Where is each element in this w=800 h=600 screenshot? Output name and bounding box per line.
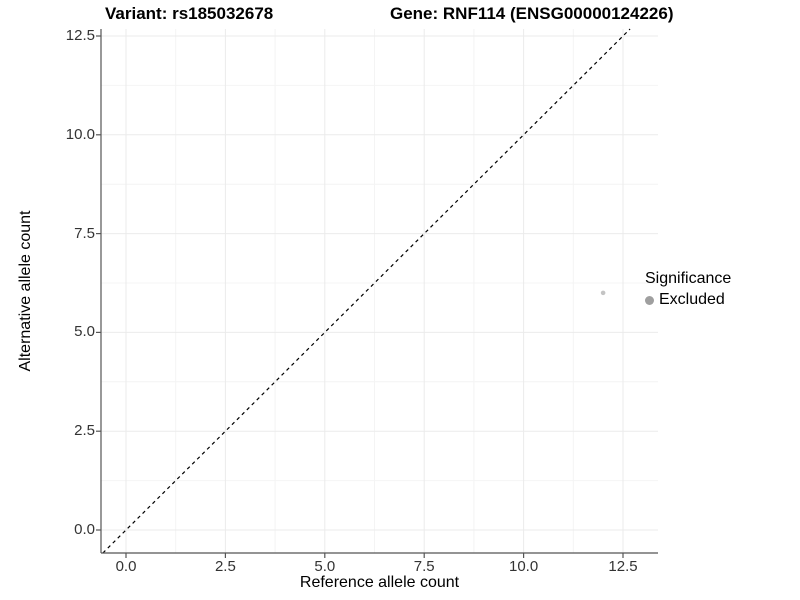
x-axis-title: Reference allele count bbox=[299, 574, 460, 591]
legend-item-label: Excluded bbox=[659, 291, 725, 308]
legend-title: Significance bbox=[645, 270, 732, 287]
y-tick-label: 10.0 bbox=[65, 125, 95, 143]
x-tick-label: 12.5 bbox=[608, 558, 638, 575]
x-tick-label: 5.0 bbox=[314, 558, 336, 575]
y-tick-label: 12.5 bbox=[65, 27, 95, 44]
y-tick-label: 5.0 bbox=[74, 323, 95, 341]
y-tick-label: 2.5 bbox=[74, 422, 95, 440]
y-tick-label: 0.0 bbox=[74, 521, 95, 538]
legend-item-excluded: Excluded bbox=[645, 291, 731, 309]
plot-title-gene: Gene: RNF114 (ENSG00000124226) bbox=[390, 4, 674, 23]
legend-key-dot-icon bbox=[645, 295, 654, 305]
legend: Significance Excluded bbox=[645, 270, 731, 309]
identity-line bbox=[102, 28, 631, 554]
y-axis-title: Alternative allele count bbox=[17, 210, 34, 372]
y-tick-label: 7.5 bbox=[74, 224, 95, 242]
x-tick-label: 0.0 bbox=[115, 558, 137, 575]
plot-title-variant: Variant: rs185032678 bbox=[105, 4, 274, 23]
data-point bbox=[600, 290, 606, 296]
x-tick-label: 7.5 bbox=[413, 558, 435, 575]
x-tick-label: 2.5 bbox=[214, 558, 236, 575]
x-tick-label: 10.0 bbox=[508, 558, 539, 575]
